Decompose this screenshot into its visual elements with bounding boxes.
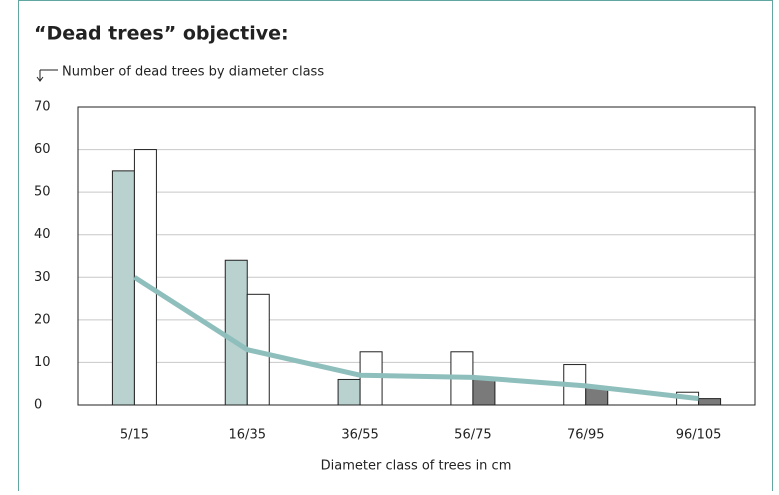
- subtitle-arrow: [36, 69, 58, 82]
- subtitle: Number of dead trees by diameter class: [62, 65, 324, 80]
- bar: [359, 351, 383, 406]
- bar: [111, 170, 135, 406]
- y-tick-label: 50: [34, 185, 51, 200]
- y-tick-label: 40: [34, 227, 51, 242]
- bar: [224, 259, 248, 406]
- x-tick-label: 76/95: [567, 428, 604, 443]
- bar: [585, 387, 609, 406]
- y-tick-label: 70: [34, 100, 51, 115]
- trend-line: [133, 275, 699, 402]
- plot-frame: [77, 106, 756, 406]
- bar: [472, 378, 496, 406]
- x-tick-label: 5/15: [120, 428, 149, 443]
- y-tick-label: 30: [34, 270, 51, 285]
- chart-title: “Dead trees” objective:: [34, 23, 289, 45]
- y-tick-label: 0: [34, 398, 42, 413]
- x-tick-label: 56/75: [454, 428, 491, 443]
- x-axis-label: Diameter class of trees in cm: [321, 459, 512, 474]
- x-tick-label: 36/55: [341, 428, 378, 443]
- bar: [337, 378, 361, 406]
- y-tick-label: 20: [34, 312, 51, 327]
- x-tick-label: 16/35: [229, 428, 266, 443]
- bar: [698, 398, 722, 406]
- y-tick-label: 60: [34, 142, 51, 157]
- frame: [18, 0, 773, 495]
- y-tick-label: 10: [34, 355, 51, 370]
- x-tick-label: 96/105: [676, 428, 722, 443]
